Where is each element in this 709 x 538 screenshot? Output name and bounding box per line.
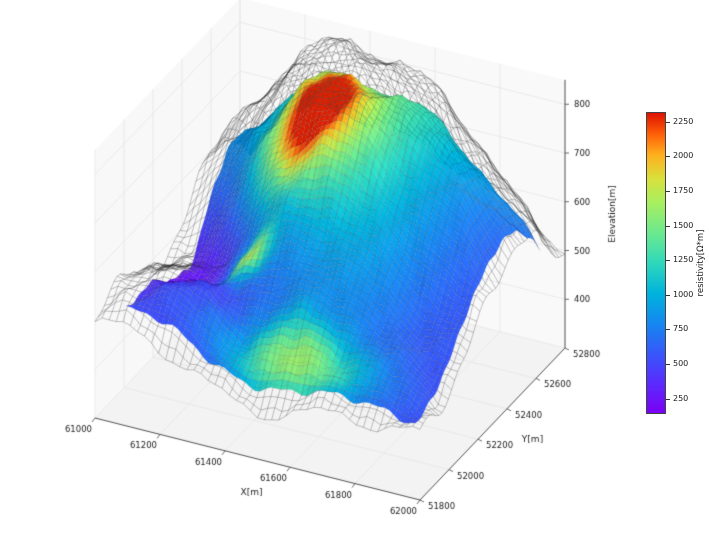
colorbar-tick-label: 750 [673, 324, 689, 334]
colorbar-tick-label: 500 [673, 359, 689, 369]
colorbar-tick-label: 250 [673, 393, 689, 403]
colorbar-tick-label: 1000 [673, 289, 694, 299]
colorbar: 250 500 750 1000 1250 1500 1750 2000 2250 resist… [646, 112, 709, 414]
colorbar-tick-label: 2250 [673, 116, 694, 126]
colorbar-tick-mark [666, 294, 670, 296]
colorbar-tick-label: 1250 [673, 255, 694, 265]
colorbar-tick-mark [666, 364, 670, 366]
colorbar-tick-mark [666, 398, 670, 400]
colorbar-tick-mark [666, 329, 670, 331]
colorbar-gradient [646, 112, 666, 414]
colorbar-tick-mark [666, 121, 670, 123]
colorbar-tick-label: 2000 [673, 151, 694, 161]
colorbar-tick-mark [666, 190, 670, 192]
colorbar-label: resistivity[Ω*m] [696, 229, 706, 297]
colorbar-tick-label: 1750 [673, 185, 694, 195]
colorbar-tick-mark [666, 156, 670, 158]
colorbar-tick-mark [666, 225, 670, 227]
colorbar-tick-mark [666, 260, 670, 262]
colorbar-tick-label: 1500 [673, 220, 694, 230]
